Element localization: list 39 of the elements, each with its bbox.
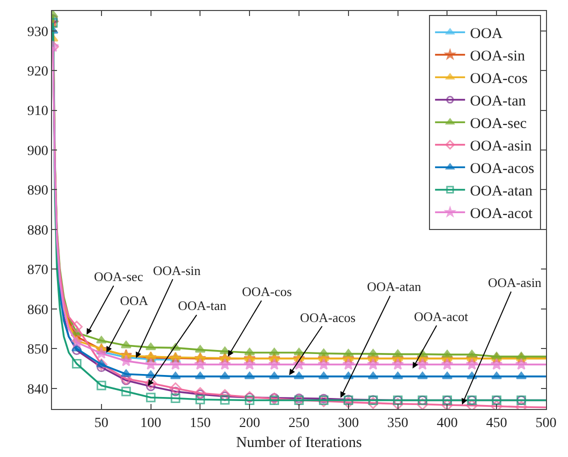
annotation: OOA-acos bbox=[300, 310, 356, 325]
x-tick-label: 400 bbox=[436, 416, 458, 431]
x-tick-label: 200 bbox=[239, 416, 260, 431]
legend-label: OOA bbox=[470, 26, 503, 42]
annotation: OOA-sin bbox=[153, 263, 202, 278]
y-tick-label: 850 bbox=[27, 342, 48, 358]
annotation: OOA-asin bbox=[488, 275, 542, 290]
legend-label: OOA-cos bbox=[470, 71, 528, 88]
y-tick-label: 910 bbox=[27, 104, 48, 120]
y-tick-label: 930 bbox=[27, 24, 48, 40]
y-tick-label: 900 bbox=[27, 144, 48, 159]
annotation: OOA-acot bbox=[414, 309, 469, 324]
x-tick-label: 50 bbox=[94, 416, 108, 431]
x-tick-label: 450 bbox=[486, 416, 508, 431]
y-tick-label: 890 bbox=[27, 184, 48, 199]
legend-label: OOA-atan bbox=[470, 184, 534, 200]
x-tick-label: 300 bbox=[338, 416, 359, 431]
legend-label: OOA-asin bbox=[470, 138, 532, 155]
annotation: OOA-atan bbox=[367, 279, 422, 294]
legend-label: OOA-acot bbox=[470, 206, 534, 222]
y-tick-label: 880 bbox=[27, 223, 48, 238]
y-tick-label: 870 bbox=[27, 263, 48, 278]
x-tick-label: 350 bbox=[387, 416, 408, 431]
annotation: OOA-sec bbox=[94, 269, 144, 284]
x-tick-label: 500 bbox=[536, 416, 556, 431]
y-tick-label: 920 bbox=[27, 64, 48, 80]
x-axis-title: Number of Iterations bbox=[236, 434, 362, 451]
legend-label: OOA-sin bbox=[470, 48, 526, 65]
x-tick-label: 250 bbox=[288, 416, 310, 431]
x-tick-label: 100 bbox=[140, 416, 162, 431]
annotation: OOA-cos bbox=[242, 284, 292, 299]
annotation: OOA-tan bbox=[178, 298, 227, 313]
legend-label: OOA-sec bbox=[470, 116, 528, 132]
y-tick-label: 840 bbox=[27, 382, 48, 398]
annotation: OOA bbox=[120, 293, 149, 308]
x-tick-label: 150 bbox=[190, 416, 211, 431]
y-tick-label: 860 bbox=[27, 302, 48, 318]
legend-label: OOA-tan bbox=[470, 94, 526, 110]
legend-label: OOA-acos bbox=[470, 161, 534, 178]
